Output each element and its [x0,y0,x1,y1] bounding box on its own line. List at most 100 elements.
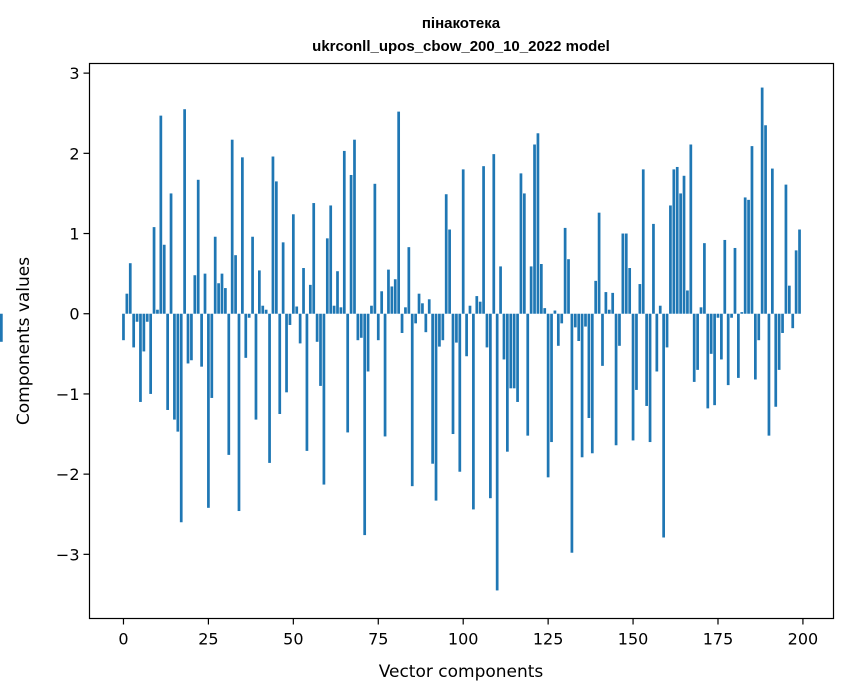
bar-35 [241,157,244,314]
bar-32 [230,139,234,314]
bar-159 [662,313,665,538]
bar-147 [621,233,625,314]
bar-135 [580,313,584,458]
bar-139 [594,280,598,314]
bar-23 [200,313,203,367]
bar-2 [128,263,132,314]
bar-39 [254,313,258,420]
bar-180 [733,247,737,314]
bar-78 [387,269,390,314]
bar-7 [145,313,149,322]
bar-42 [264,309,268,314]
bar-46 [278,313,282,414]
bar-134 [577,313,581,341]
plot-frame [88,62,835,620]
bar-82 [400,313,404,333]
bar-41 [261,305,265,314]
bar-102 [468,305,472,314]
bar-108 [489,313,492,499]
bar-121 [533,144,536,314]
bar-146 [618,313,621,346]
bar-170 [699,307,703,314]
bar-157 [655,313,659,372]
bar-92 [434,313,438,501]
bar-192 [774,313,778,407]
bar-124 [543,308,547,314]
x-tick-label: 50 [283,630,303,649]
bar-79 [390,286,394,314]
bar-148 [624,233,628,314]
bar-45 [274,181,278,314]
bar-119 [526,313,530,436]
bar-84 [407,247,411,314]
bar-113 [506,313,509,452]
x-axis-label: Vector components [379,662,544,682]
x-tick-label: 175 [703,630,734,649]
bar-143 [607,309,611,314]
bar-188 [760,87,764,314]
bar-31 [227,313,231,455]
y-axis-label: Components values [14,257,34,425]
bar-115 [512,313,516,389]
bar-57 [315,313,319,342]
bar-8 [149,313,153,394]
bar-60 [325,238,329,314]
bar-189 [764,125,767,314]
x-tick-label: 100 [448,630,479,649]
bar-150 [631,313,635,441]
y-tick-label: −3 [56,545,80,564]
bar-30 [224,288,227,314]
bar-86 [414,313,417,324]
bar-70 [359,313,363,338]
y-tick-label: 1 [69,225,79,244]
bar-109 [492,154,496,314]
bar-130 [563,227,567,314]
bar-164 [679,193,682,314]
bar-158 [658,305,662,314]
y-tick-label: 2 [69,144,79,163]
x-tick-label: 150 [618,630,649,649]
bar-88 [421,303,424,314]
bar-33 [234,255,237,314]
bar-75 [376,313,380,341]
bar-12 [162,244,166,314]
bar-156 [652,223,655,314]
bar-4 [135,313,139,322]
bar-195 [784,184,788,314]
bar-72 [366,313,370,372]
bar-123 [539,264,543,314]
bar-128 [556,313,560,346]
bar-24 [203,273,207,314]
bar-127 [553,310,557,314]
bar-48 [285,313,288,393]
bar-93 [438,313,441,347]
bar-3 [132,313,136,348]
bar-80 [393,279,397,314]
bar-90 [427,299,431,314]
bar-5 [139,313,142,402]
bar-64 [339,307,343,314]
bar-171 [703,243,706,314]
bar-136 [584,313,587,327]
bar-166 [686,290,689,314]
bar-101 [465,313,468,357]
bar-63 [336,271,339,314]
bar-106 [482,166,485,314]
bar-56 [312,203,316,314]
bar-110 [495,313,499,591]
bar-107 [485,313,489,348]
bar-59 [322,313,326,485]
y-axis-ticks: −3 −2 −1 0 1 2 3 [56,64,90,564]
bar-100 [461,169,465,314]
bar-165 [682,175,686,314]
bar-114 [509,313,513,389]
bar-197 [791,313,795,329]
bar-38 [251,236,254,314]
bar-167 [689,144,693,314]
x-tick-label: 200 [788,630,819,649]
x-tick-label: 125 [533,630,564,649]
bar-55 [308,284,312,314]
bar-54 [305,313,309,451]
bar-undefined [0,313,3,342]
bar-61 [329,205,333,314]
